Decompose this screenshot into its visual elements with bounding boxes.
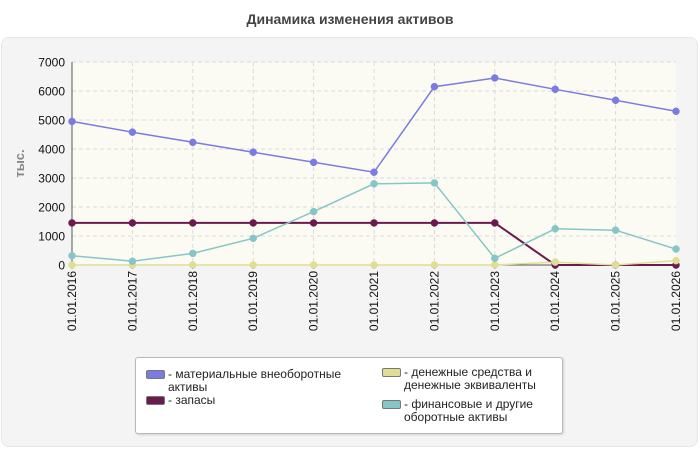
data-point	[611, 226, 620, 234]
legend-item: - материальные внеоборотные активы	[146, 368, 361, 394]
x-tick-label: 01.01.2016	[65, 271, 79, 331]
legend-item: - запасы	[146, 394, 361, 407]
data-point	[189, 138, 197, 147]
legend-item: - денежные средства и денежные эквивален…	[382, 366, 562, 392]
data-point	[491, 219, 499, 227]
legend-item: - финансовые и другие оборотные активы	[382, 398, 562, 424]
data-point	[309, 207, 318, 216]
legend-label: - финансовые и другие оборотные активы	[404, 397, 533, 424]
y-tick-label: 7000	[38, 56, 65, 70]
data-point	[430, 261, 439, 269]
data-point	[249, 234, 257, 243]
data-point	[430, 219, 439, 227]
x-tick-label: 01.01.2020	[307, 271, 321, 331]
data-point	[128, 128, 137, 136]
legend-swatch	[146, 370, 165, 379]
data-point	[491, 261, 499, 269]
data-point	[128, 257, 137, 265]
x-tick-label: 01.01.2022	[427, 271, 441, 331]
y-tick-label: 1000	[38, 230, 65, 244]
y-tick-label: 0	[58, 259, 65, 273]
data-point	[672, 256, 680, 265]
data-point	[309, 219, 318, 227]
data-point	[189, 249, 197, 258]
x-tick-label: 01.01.2021	[367, 271, 381, 331]
legend-swatch	[382, 368, 401, 377]
chart-title: Динамика изменения активов	[246, 11, 454, 27]
data-point	[189, 219, 197, 227]
data-point	[68, 261, 76, 269]
data-point	[68, 117, 76, 126]
chart-legend: - материальные внеоборотные активы - запа…	[135, 357, 563, 434]
data-point	[370, 180, 378, 188]
legend-label: - денежные средства и денежные эквивален…	[404, 365, 536, 392]
legend-swatch	[382, 400, 401, 409]
x-tick-label: 01.01.2023	[488, 271, 502, 331]
y-tick-label: 4000	[38, 143, 65, 157]
legend-label: - запасы	[168, 393, 216, 407]
legend-swatch	[146, 396, 165, 405]
y-tick-label: 2000	[38, 201, 65, 215]
data-point	[491, 74, 499, 82]
data-point	[249, 261, 257, 269]
legend-label: - материальные внеоборотные активы	[168, 367, 341, 394]
data-point	[611, 96, 620, 105]
data-point	[189, 261, 197, 269]
data-point	[551, 258, 559, 266]
y-tick-label: 3000	[38, 172, 65, 186]
data-point	[611, 261, 620, 269]
y-axis-label: тыс.	[12, 149, 27, 177]
data-point	[551, 85, 559, 94]
data-point	[370, 168, 378, 176]
data-point	[430, 82, 439, 91]
data-point	[68, 219, 76, 227]
x-tick-label: 01.01.2025	[609, 271, 623, 331]
x-tick-label: 01.01.2017	[125, 271, 139, 331]
data-point	[309, 158, 318, 167]
x-tick-label: 01.01.2019	[246, 271, 260, 331]
data-point	[672, 245, 680, 253]
data-point	[430, 179, 439, 187]
x-tick-label: 01.01.2026	[669, 271, 683, 331]
data-point	[249, 219, 257, 227]
data-point	[309, 261, 318, 269]
x-tick-label: 01.01.2024	[548, 271, 562, 331]
data-point	[370, 219, 378, 227]
x-tick-label: 01.01.2018	[186, 271, 200, 331]
data-point	[68, 251, 76, 260]
y-tick-label: 6000	[38, 85, 65, 99]
data-point	[249, 148, 257, 156]
data-point	[551, 225, 559, 233]
data-point	[491, 254, 499, 263]
data-point	[128, 219, 137, 227]
data-point	[370, 261, 378, 269]
data-point	[672, 107, 680, 116]
y-tick-label: 5000	[38, 114, 65, 128]
